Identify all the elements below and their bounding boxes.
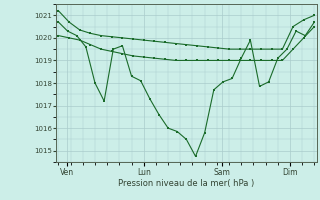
X-axis label: Pression niveau de la mer( hPa ): Pression niveau de la mer( hPa ) — [118, 179, 254, 188]
